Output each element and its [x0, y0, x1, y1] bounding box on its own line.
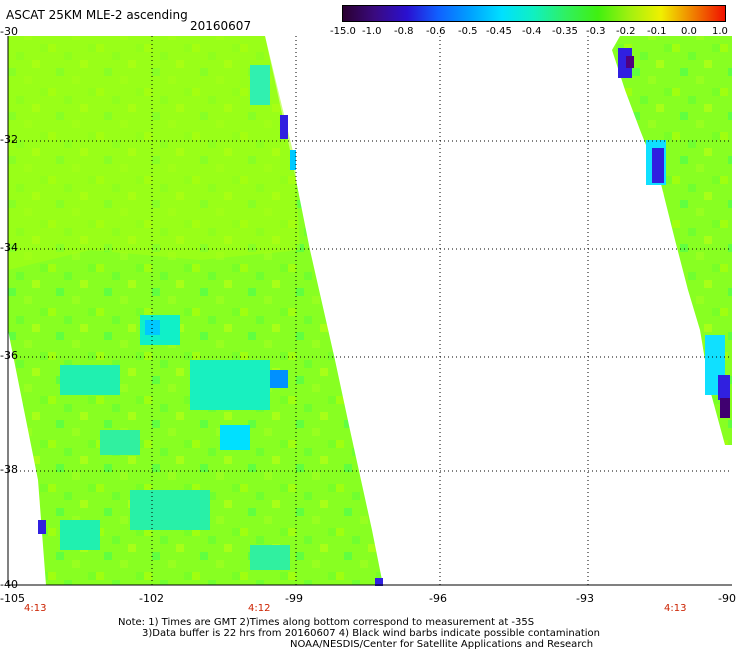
colorbar-segment — [533, 6, 566, 21]
colorbar-segment — [406, 6, 439, 21]
y-tick-label: -36 — [0, 349, 18, 362]
colorbar-segment — [629, 6, 662, 21]
note-line-1: Note: 1) Times are GMT 2)Times along bot… — [118, 617, 535, 628]
colorbar-segment — [565, 6, 598, 21]
colorbar-label: -0.35 — [552, 26, 578, 37]
colorbar-segment — [343, 6, 375, 21]
colorbar-label: -0.45 — [486, 26, 512, 37]
colorbar — [342, 5, 726, 22]
colorbar-label: 1.0 — [712, 26, 728, 37]
swath-left-cyan-patches — [38, 65, 383, 586]
x-tick-label: -90 — [718, 592, 736, 605]
y-tick-label: -38 — [0, 463, 18, 476]
colorbar-label: -0.2 — [616, 26, 636, 37]
colorbar-segment — [597, 6, 630, 21]
x-tick-label: -99 — [285, 592, 303, 605]
swath-right-patches — [618, 48, 730, 418]
y-tick-label: -34 — [0, 241, 18, 254]
colorbar-label: -0.1 — [647, 26, 667, 37]
colorbar-label: -0.4 — [522, 26, 542, 37]
colorbar-segment — [693, 6, 725, 21]
map-date: 20160607 — [190, 19, 252, 33]
gridlines — [8, 36, 732, 585]
colorbar-label: -1.0 — [362, 26, 382, 37]
note-line-2: 3)Data buffer is 22 hrs from 20160607 4)… — [142, 628, 600, 639]
x-tick-label: -93 — [576, 592, 594, 605]
y-tick-label: -32 — [0, 133, 18, 146]
colorbar-label: -0.6 — [426, 26, 446, 37]
x-tick-label: -96 — [429, 592, 447, 605]
swath-left-upper-region — [8, 36, 300, 270]
colorbar-segment — [502, 6, 534, 21]
colorbar-segment — [470, 6, 503, 21]
note-line-3: NOAA/NESDIS/Center for Satellite Applica… — [290, 639, 594, 650]
colorbar-label: 0.0 — [681, 26, 697, 37]
colorbar-segment — [438, 6, 471, 21]
colorbar-label: -15.0 — [330, 26, 356, 37]
colorbar-label: -0.5 — [458, 26, 478, 37]
time-label: 4:13 — [664, 603, 687, 614]
colorbar-segment — [661, 6, 694, 21]
colorbar-label: -0.3 — [586, 26, 606, 37]
x-tick-label: -105 — [0, 592, 25, 605]
swath-right — [612, 36, 732, 445]
y-tick-label: -40 — [0, 578, 18, 591]
colorbar-segment — [374, 6, 407, 21]
time-label: 4:12 — [248, 603, 271, 614]
colorbar-label: -0.8 — [394, 26, 414, 37]
map-title: ASCAT 25KM MLE-2 ascending — [6, 8, 188, 22]
y-tick-label: -30 — [0, 25, 18, 38]
time-label: 4:13 — [24, 603, 47, 614]
x-tick-label: -102 — [139, 592, 164, 605]
